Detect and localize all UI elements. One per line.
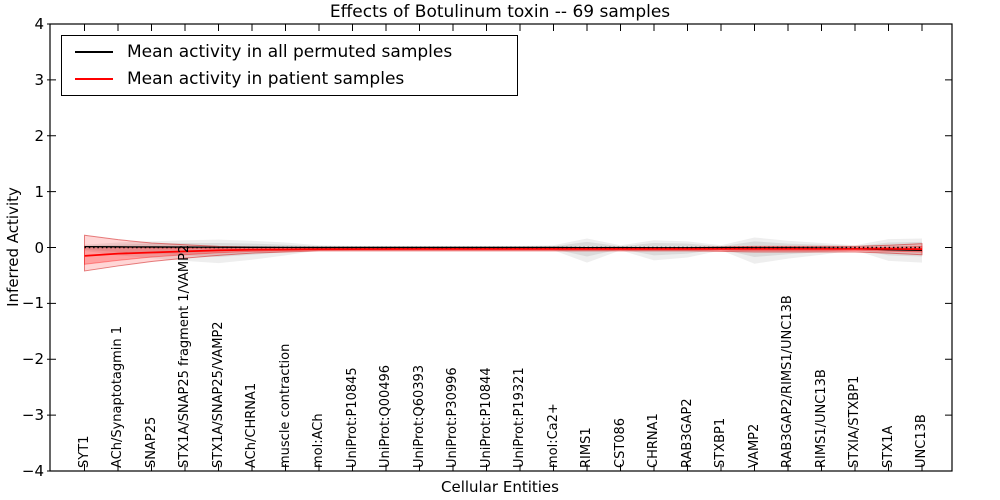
x-tick-label: UniProt:Q00496 (378, 364, 393, 468)
x-tick-label: VAMP2 (746, 423, 762, 468)
y-tick-label: 3 (34, 70, 44, 89)
y-tick-label: 4 (34, 15, 44, 33)
legend-item-permuted-samples: Mean activity in all permuted samples (62, 39, 517, 66)
x-axis-label: Cellular Entities (441, 478, 559, 496)
x-tick-label: muscle contraction (277, 343, 293, 468)
x-tick-label: STX1A/SNAP25 fragment 1/VAMP2 (177, 244, 192, 468)
x-tick-label: SNAP25 (143, 416, 159, 468)
patient-mean-line (84, 247, 923, 257)
x-tick-label: RAB3GAP2/RIMS1/UNC13B (780, 295, 795, 468)
x-tick-label: RIMS1 (579, 427, 594, 468)
x-tick-label: SYT1 (76, 435, 92, 468)
x-tick-label: ACh/Synaptotagmin 1 (110, 325, 125, 468)
y-tick-label: 2 (34, 126, 44, 145)
x-tick-label: CHRNA1 (646, 413, 661, 468)
x-tick-label: ACh/CHRNA1 (244, 382, 259, 468)
x-tick-label: UniProt:P10845 (344, 367, 360, 468)
legend: Mean activity in all permuted samples Me… (61, 35, 518, 96)
x-tick-label: CST086 (612, 417, 628, 468)
y-tick-label: −2 (21, 350, 44, 369)
legend-label-patient-samples: Mean activity in patient samples (127, 68, 405, 89)
y-tick-label: 1 (34, 182, 44, 201)
permuted-samples-outer-band (84, 237, 922, 264)
y-tick-label: 0 (34, 238, 44, 257)
legend-item-patient-samples: Mean activity in patient samples (62, 66, 517, 93)
x-tick-label: RAB3GAP2 (679, 398, 695, 468)
permuted-samples-inner-band (84, 241, 922, 257)
x-tick-label: UniProt:P30996 (445, 367, 460, 468)
x-tick-label: UniProt:P19321 (512, 367, 527, 468)
chart-title: Effects of Botulinum toxin -- 69 samples (329, 2, 671, 22)
x-tick-label: STX1A (880, 425, 896, 468)
x-tick-label: UNC13B (914, 414, 929, 468)
legend-label-permuted-samples: Mean activity in all permuted samples (127, 42, 453, 63)
x-tick-label: UniProt:Q60393 (411, 364, 427, 468)
legend-line-red-icon (75, 77, 113, 80)
x-tick-label: UniProt:P10844 (478, 367, 494, 468)
x-tick-label: STXIA/STXBP1 (847, 375, 862, 468)
x-tick-label: STXBP1 (713, 417, 728, 468)
y-tick-label: −1 (21, 294, 44, 313)
legend-line-black-icon (75, 51, 113, 54)
x-tick-label: STX1A/SNAP25/VAMP2 (210, 321, 226, 468)
y-tick-label: −4 (21, 462, 44, 480)
x-tick-label: mol:Ca2+ (545, 403, 561, 468)
y-tick-label: −3 (21, 406, 44, 425)
x-tick-label: mol:ACh (311, 413, 326, 468)
x-tick-label: RIMS1/UNC13B (813, 369, 829, 468)
